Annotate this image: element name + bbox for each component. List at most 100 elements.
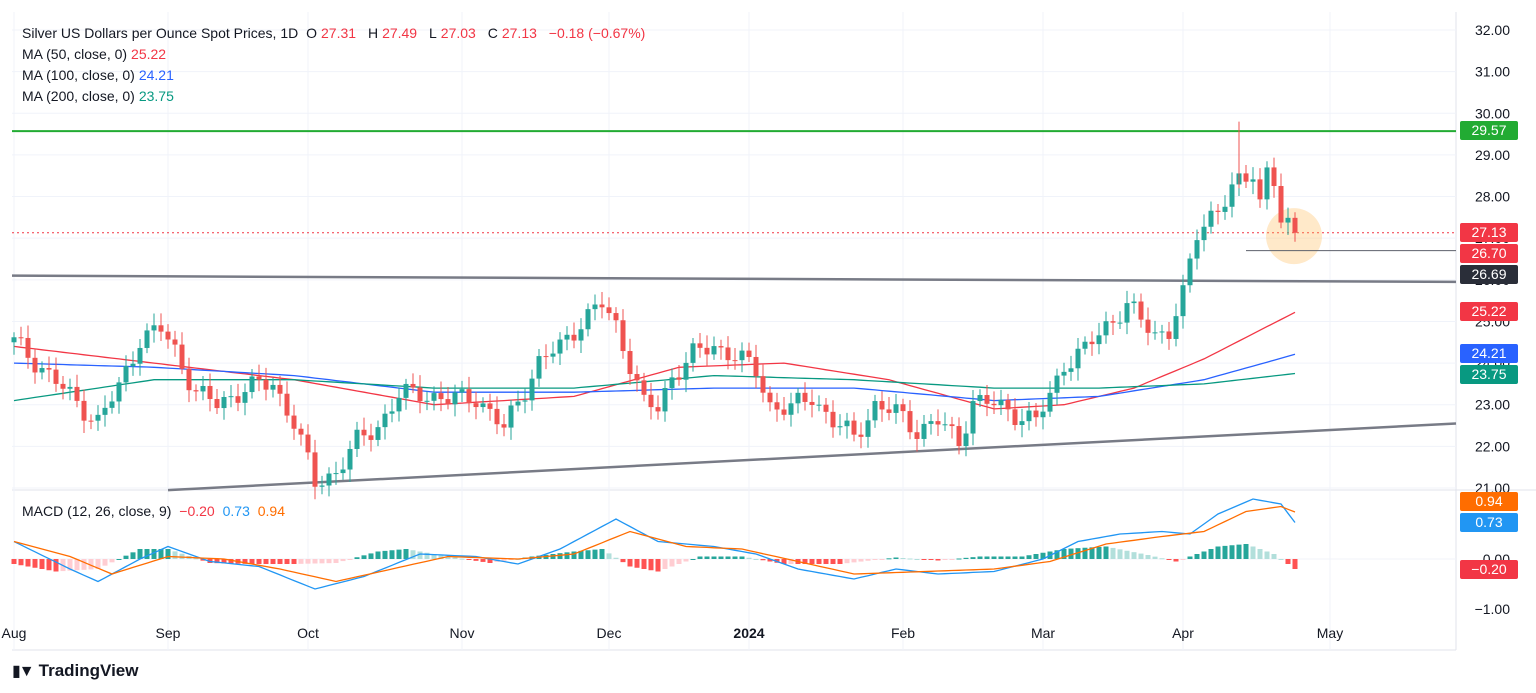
candle-body [816,404,822,406]
macd-histogram-bar [270,559,276,564]
macd-histogram-bar [564,552,570,559]
macd-histogram-bar [1264,551,1270,559]
macd-histogram-bar [445,556,451,559]
candle-body [1201,226,1207,241]
macd-histogram-bar [165,549,171,559]
candle-body [1180,285,1186,317]
price-tick-label: 22.00 [1475,438,1510,454]
macd-histogram-bar [893,557,899,559]
macd-histogram-bar [942,559,948,560]
candle-body [718,346,724,348]
macd-histogram-bar [81,559,87,570]
candle-body [725,347,731,361]
candle-body [844,420,850,427]
macd-histogram-bar [599,549,605,559]
time-tick-label: 2024 [733,625,764,641]
candle-body [872,401,878,421]
candle-body [669,377,675,389]
macd-histogram-bar [809,559,815,564]
candle-body [263,379,269,390]
macd-histogram-bar [1222,545,1228,559]
candle-body [424,400,430,402]
candle-body [1019,421,1025,426]
macd-histogram-bar [1145,555,1151,559]
macd-histogram-bar [319,559,325,564]
candle-body [746,350,752,357]
macd-histogram-bar [1068,548,1074,559]
candle-body [487,403,493,409]
macd-histogram-bar [480,559,486,562]
macd-histogram-bar [291,559,297,564]
macd-histogram-bar [214,559,220,564]
candle-body [774,402,780,410]
candle-body [1005,399,1011,410]
macd-histogram-bar [438,555,444,559]
candle-body [557,339,563,354]
macd-histogram-bar [74,559,80,571]
macd-histogram-bar [935,559,941,561]
macd-histogram-bar [151,549,157,559]
macd-histogram-bar [872,559,878,560]
macd-histogram-bar [823,559,829,564]
time-tick-label: May [1317,625,1343,641]
macd-macd_line [13,498,1296,590]
time-tick-label: Apr [1172,625,1194,641]
macd-histogram-bar [368,553,374,559]
upper-trendline [11,274,1457,284]
candle-body [627,351,633,375]
macd-histogram-bar [711,556,717,559]
candle-body [1250,179,1256,182]
candle-body [1271,167,1277,187]
macd-histogram-bar [760,559,766,561]
candle-body [795,392,801,404]
candle-body [473,403,479,408]
macd-signal_line [13,505,1296,583]
candle-body [368,435,374,440]
candle-body [1012,409,1018,426]
candle-body [158,325,164,332]
macd-histogram-bar [1152,556,1158,559]
candle-body [1082,341,1088,349]
price-tick-label: 32.00 [1475,22,1510,38]
last-price-label: 27.13 [1460,223,1518,242]
candle-body [32,357,38,373]
tradingview-logo[interactable]: ▮▼ TradingView [12,661,139,680]
price-tick-label: 23.00 [1475,397,1510,413]
candle-body [123,366,129,383]
candle-body [592,304,598,310]
candle-body [851,420,857,435]
macd-histogram-bar [1117,549,1123,559]
symbol-legend: Silver US Dollars per Ounce Spot Prices,… [22,24,649,42]
macd-histogram-bar [697,556,703,559]
candle-body [459,389,465,393]
macd-histogram-bar [242,559,248,564]
macd-histogram-bar [263,559,269,564]
macd-histogram-bar [1075,548,1081,559]
macd-histogram-bar [1194,554,1200,559]
price-change: −0.18 (−0.67%) [548,25,646,41]
candle-body [585,309,591,330]
candle-body [676,377,682,380]
macd-histogram-bar [389,550,395,559]
candle-body [151,325,157,331]
candle-body [1145,319,1151,333]
candle-body [1026,410,1032,422]
macd-histogram-bar [1201,551,1207,559]
highlight-circle [1266,208,1322,265]
candle-body [207,385,213,400]
macd-histogram-bar [452,557,458,559]
macd-histogram-bar [1229,545,1235,559]
macd-histogram-bar [1278,559,1284,560]
macd-histogram-bar [1138,553,1144,559]
candle-body [886,409,892,413]
macd-histogram-bar [333,559,339,563]
macd-histogram-bar [410,550,416,559]
macd-histogram-bar [914,559,920,560]
candle-body [1159,331,1165,333]
macd-histogram-bar [627,559,633,567]
candle-body [865,420,871,437]
ma50-price-label: 25.22 [1460,302,1518,321]
macd-histogram-bar [1208,549,1214,559]
candle-body [900,404,906,412]
